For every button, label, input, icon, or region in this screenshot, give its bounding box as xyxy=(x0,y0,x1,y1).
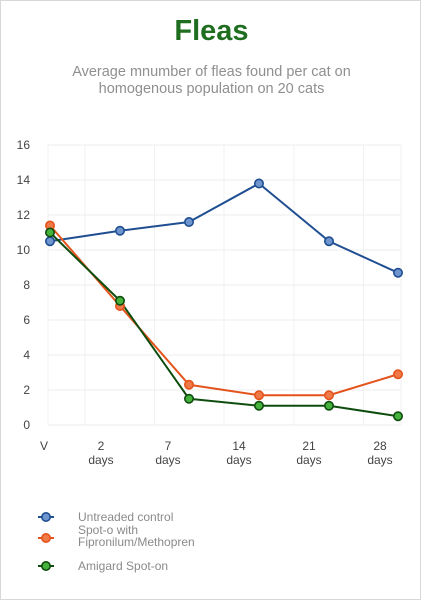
series-lines xyxy=(44,178,403,422)
data-point xyxy=(392,267,403,278)
y-tick-label: 12 xyxy=(17,208,31,222)
chart-title: Fleas xyxy=(174,15,249,47)
x-tick-label: days xyxy=(226,453,251,467)
data-point xyxy=(323,390,334,401)
chart-subtitle: Average mnumber of fleas found per cat o… xyxy=(72,64,351,97)
x-tick-label: days xyxy=(88,453,113,467)
legend-label: Spot-o with xyxy=(78,523,138,537)
legend-label: Untreaded control xyxy=(78,510,173,524)
x-tick-label: days xyxy=(155,453,180,467)
data-point xyxy=(392,411,403,422)
data-point xyxy=(323,400,334,411)
y-tick-label: 0 xyxy=(23,418,30,432)
y-tick-label: 16 xyxy=(17,138,31,152)
legend-label: Fipronilum/Methopren xyxy=(78,535,195,549)
x-tick-label: days xyxy=(296,453,321,467)
y-tick-label: 10 xyxy=(17,243,31,257)
data-point xyxy=(115,225,126,236)
legend-label: Amigard Spot-on xyxy=(78,559,168,573)
data-point xyxy=(184,217,195,228)
data-point xyxy=(323,236,334,247)
legend-swatch-marker xyxy=(40,532,51,543)
data-point xyxy=(115,295,126,306)
data-point xyxy=(254,390,265,401)
y-tick-label: 14 xyxy=(17,173,31,187)
x-tick-label: 21 xyxy=(302,439,316,453)
x-tick-label: V xyxy=(40,439,48,453)
series-line xyxy=(49,224,399,397)
x-tick-label: 14 xyxy=(232,439,246,453)
data-point xyxy=(392,369,403,380)
series-line xyxy=(49,231,399,418)
data-point xyxy=(44,227,55,238)
y-tick-label: 2 xyxy=(23,383,30,397)
x-tick-label: 28 xyxy=(373,439,387,453)
data-point xyxy=(184,393,195,404)
y-tick-label: 6 xyxy=(23,313,30,327)
legend-swatch-marker xyxy=(40,511,51,522)
x-tick-label: 2 xyxy=(98,439,105,453)
data-point xyxy=(184,379,195,390)
data-point xyxy=(254,400,265,411)
legend-swatch-marker xyxy=(40,560,51,571)
x-tick-label: days xyxy=(367,453,392,467)
y-tick-label: 4 xyxy=(23,348,30,362)
x-tick-label: 7 xyxy=(165,439,172,453)
data-point xyxy=(44,236,55,247)
y-tick-label: 8 xyxy=(23,278,30,292)
data-point xyxy=(254,178,265,189)
series-line xyxy=(49,182,399,274)
